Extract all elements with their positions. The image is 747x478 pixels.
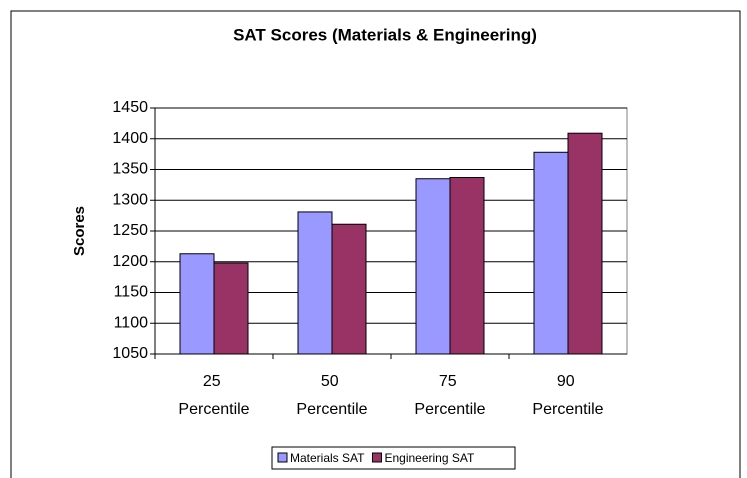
y-tick-label: 1150 xyxy=(114,284,149,301)
x-tick-label: 25 Percentile xyxy=(178,373,249,418)
x-tick-label: 75 Percentile xyxy=(414,373,485,418)
bar xyxy=(331,223,367,355)
y-tick-label: 1450 xyxy=(112,99,148,116)
legend-label: Materials SAT xyxy=(290,451,365,465)
bar xyxy=(449,176,485,355)
bar xyxy=(415,178,451,355)
x-tick-label: 50 Percentile xyxy=(296,373,367,418)
bar xyxy=(213,262,249,355)
y-tick-label: 1300 xyxy=(112,191,148,208)
y-tick-label: 1200 xyxy=(112,253,148,270)
bar xyxy=(533,151,569,355)
bar xyxy=(297,211,333,355)
y-tick-label: 1250 xyxy=(112,222,148,239)
y-tick-label: 1050 xyxy=(112,345,148,362)
y-tick-label: 1100 xyxy=(114,314,149,331)
bar xyxy=(567,132,603,355)
y-axis-label: Scores xyxy=(71,206,88,256)
legend-box xyxy=(271,446,516,470)
legend-swatch xyxy=(371,452,382,463)
y-tick-label: 1350 xyxy=(112,161,148,178)
chart-title: SAT Scores (Materials & Engineering) xyxy=(233,25,537,44)
legend-label: Engineering SAT xyxy=(384,451,475,465)
legend-swatch xyxy=(277,452,288,463)
y-tick-label: 1400 xyxy=(112,130,148,147)
x-tick-label: 90 Percentile xyxy=(532,373,603,418)
bar xyxy=(179,253,215,355)
